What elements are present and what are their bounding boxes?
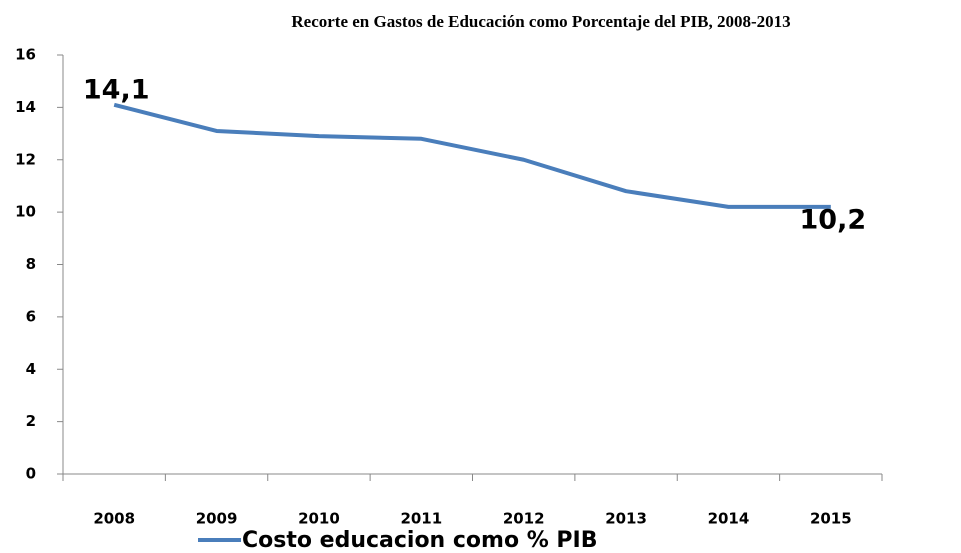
data-label: 14,1 <box>83 74 150 105</box>
x-tick-label: 2008 <box>93 510 135 528</box>
legend-label: Costo educacion como % PIB <box>242 528 598 553</box>
data-label: 10,2 <box>800 204 867 235</box>
y-tick-label: 2 <box>26 412 36 430</box>
y-tick-label: 10 <box>15 203 36 221</box>
y-tick-label: 8 <box>26 255 36 273</box>
x-tick-label: 2013 <box>605 510 647 528</box>
y-tick-label: 16 <box>15 46 36 64</box>
y-tick-label: 6 <box>26 307 36 325</box>
x-tick-label: 2015 <box>810 510 852 528</box>
x-tick-label: 2014 <box>708 510 750 528</box>
series-line <box>113 102 831 209</box>
chart-title: Recorte en Gastos de Educación como Porc… <box>291 12 790 31</box>
y-tick-label: 4 <box>26 360 36 378</box>
x-tick-label: 2010 <box>298 510 340 528</box>
x-tick-label: 2009 <box>196 510 238 528</box>
y-tick-label: 12 <box>15 150 36 168</box>
x-tick-label: 2012 <box>503 510 545 528</box>
x-tick-label: 2011 <box>400 510 442 528</box>
y-tick-label: 14 <box>15 98 36 116</box>
y-tick-label: 0 <box>26 465 36 483</box>
